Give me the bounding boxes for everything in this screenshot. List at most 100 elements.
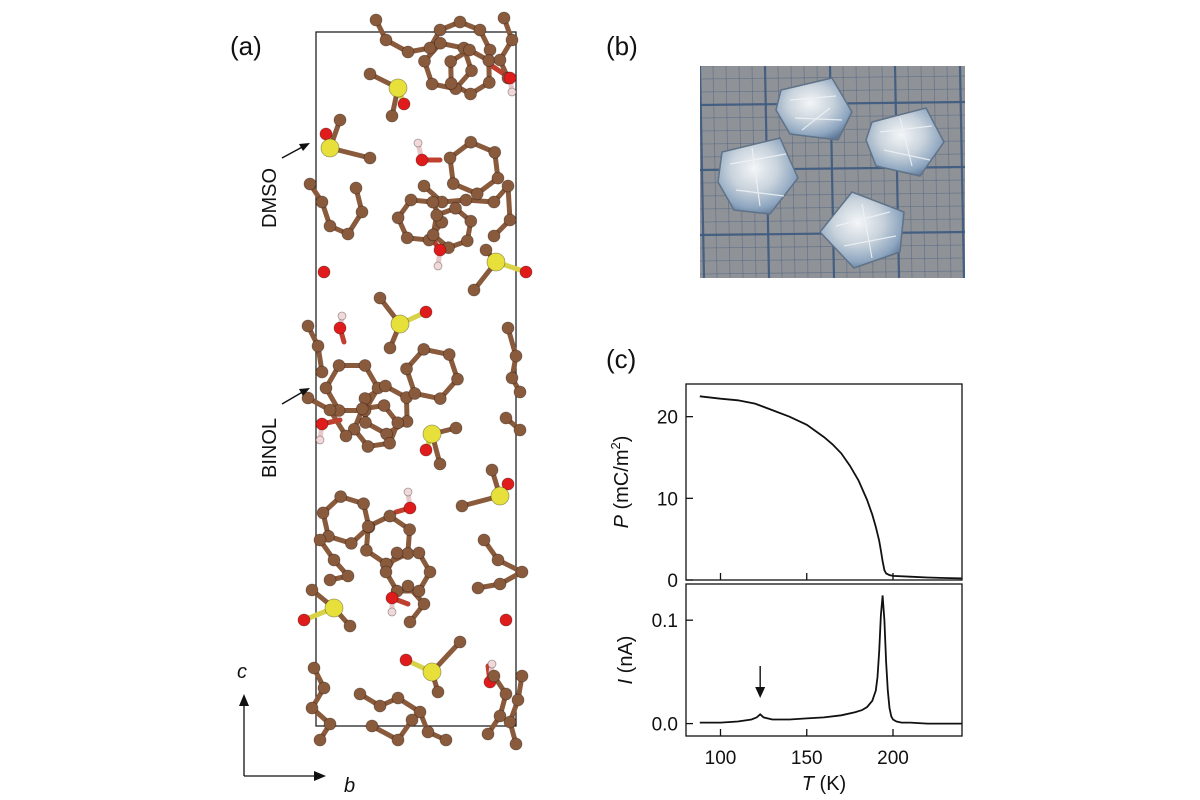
bond-group — [301, 15, 529, 747]
carbon-atom — [383, 509, 397, 523]
carbon-atom — [391, 691, 405, 705]
oxygen-atom — [419, 443, 433, 457]
polarization-chart: 0 10 20 P (mC/m2) — [608, 383, 963, 592]
carbon-atom — [439, 733, 453, 747]
carbon-atom — [391, 416, 405, 430]
carbon-atom — [503, 213, 517, 227]
oxygen-atom — [385, 591, 399, 605]
carbon-atom — [446, 177, 460, 191]
carbon-atom — [404, 193, 418, 207]
carbon-atom — [418, 54, 431, 68]
carbon-atom — [405, 713, 419, 727]
oxygen-atom — [317, 265, 331, 279]
carbon-atom — [433, 392, 447, 406]
oxygen-atom — [519, 265, 533, 279]
carbon-atom — [413, 705, 427, 719]
carbon-atom — [361, 520, 375, 533]
carbon-atom — [412, 584, 426, 598]
hydrogen-atom — [387, 607, 397, 617]
carbon-atom — [383, 436, 397, 450]
grid-line — [712, 66, 718, 278]
oxygen-atom — [333, 321, 347, 335]
sulfur-atom — [388, 78, 408, 98]
carbon-atom — [443, 151, 457, 165]
carbon-atom — [479, 243, 493, 257]
atom-group — [297, 11, 533, 751]
carbon-atom — [343, 619, 357, 633]
anomaly-arrow — [755, 666, 766, 698]
panel-label-b: (b) — [606, 31, 638, 61]
oxygen-atom — [399, 653, 413, 667]
hydrogen-atom — [507, 87, 517, 97]
axis-c-label: c — [237, 661, 247, 683]
x-tick-label: 150 — [791, 748, 823, 769]
carbon-atom — [433, 457, 447, 471]
carbon-atom — [332, 359, 346, 372]
oxygen-atom — [433, 243, 447, 257]
oxygen-atom — [503, 71, 517, 85]
current-curve — [699, 595, 962, 725]
carbon-atom — [341, 569, 355, 583]
carbon-atom — [487, 195, 501, 209]
carbon-atom — [323, 717, 337, 731]
sulfur-atom — [320, 138, 340, 158]
carbon-atom — [459, 193, 473, 207]
oxygen-atom — [315, 417, 329, 431]
grid-line — [700, 257, 965, 262]
hydrogen-atom — [337, 311, 347, 321]
carbon-atom — [361, 440, 375, 453]
carbon-atom — [431, 685, 445, 699]
carbon-atom — [467, 283, 481, 297]
carbon-atom — [365, 719, 379, 733]
dmso-label: DMSO — [259, 168, 281, 228]
crystal-structure — [297, 11, 533, 751]
grid-line — [700, 244, 965, 249]
oxygen-atom — [297, 613, 311, 627]
carbon-atom — [444, 55, 458, 68]
carbon-atom — [417, 597, 431, 611]
y-tick-label: 0.0 — [652, 715, 678, 736]
carbon-atom — [477, 533, 491, 547]
x-tick-label: 200 — [877, 748, 909, 769]
grid-line — [700, 270, 965, 275]
carbon-atom — [327, 553, 341, 567]
carbon-atom — [455, 499, 469, 513]
carbon-atom — [426, 195, 440, 209]
carbon-atom — [482, 54, 496, 67]
oxygen-atom — [319, 127, 333, 141]
carbon-atom — [460, 234, 474, 248]
carbon-atom — [453, 635, 467, 649]
carbon-atom — [363, 67, 377, 81]
y-tick-label: 20 — [657, 408, 678, 429]
carbon-atom — [470, 187, 484, 201]
carbon-atom — [408, 387, 422, 400]
carbon-atom — [433, 23, 447, 37]
carbon-atom — [403, 615, 417, 629]
carbon-atom — [481, 727, 495, 741]
carbon-atom — [379, 33, 393, 47]
carbon-atom — [317, 681, 331, 695]
carbon-atom — [426, 228, 440, 242]
carbon-atom — [487, 229, 501, 243]
carbon-atom — [390, 546, 404, 560]
sulfur-atom — [324, 598, 344, 618]
dmso-arrow — [281, 143, 310, 159]
carbon-atom — [313, 733, 327, 747]
oxygen-atom — [419, 305, 433, 319]
carbon-atom — [391, 211, 405, 225]
x-tick-label: 100 — [705, 748, 737, 769]
carbon-atom — [313, 533, 327, 547]
polarization-y-label: P (mC/m2) — [608, 436, 633, 529]
polarization-curve — [699, 395, 963, 580]
carbon-atom — [449, 421, 463, 435]
carbon-atom — [401, 579, 415, 593]
carbon-atom — [511, 693, 525, 707]
hydrogen-atom — [403, 487, 413, 497]
y-tick-label: 0 — [667, 571, 678, 592]
current-x-ticks: 100 150 200 — [705, 729, 909, 769]
carbon-atom — [513, 423, 527, 437]
binol-arrow — [281, 388, 310, 405]
carbon-atom — [311, 339, 325, 353]
carbon-atom — [359, 416, 372, 429]
oxygen-atom — [415, 153, 429, 167]
